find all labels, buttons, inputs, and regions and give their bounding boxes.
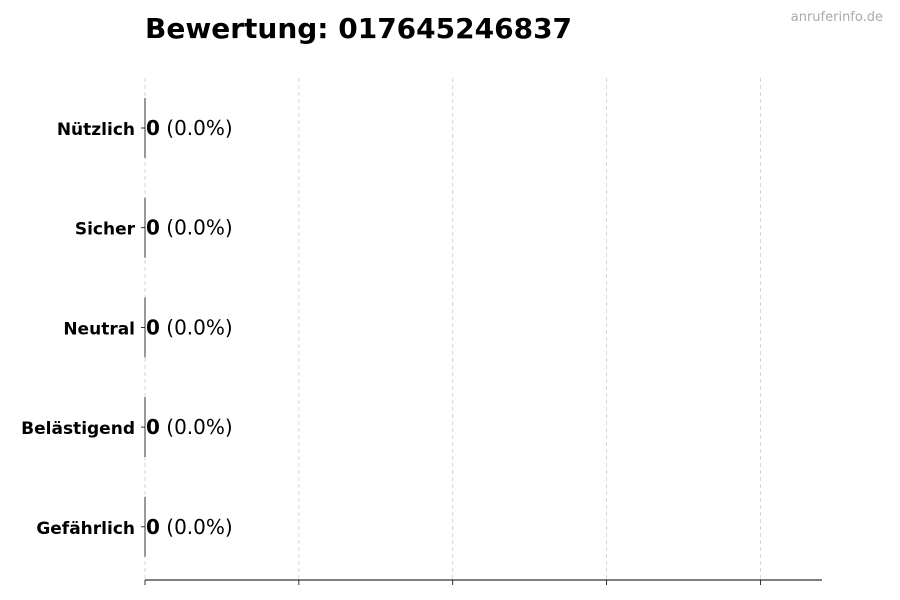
data-label: 0 (0.0%) [146, 515, 233, 539]
category-label: Neutral [63, 319, 135, 339]
watermark: anruferinfo.de [790, 10, 883, 25]
data-label-pct: (0.0%) [160, 315, 233, 339]
chart-title: Bewertung: 017645246837 [145, 12, 573, 45]
data-label-count: 0 [146, 116, 160, 140]
data-label-pct: (0.0%) [160, 415, 233, 439]
data-label-count: 0 [146, 415, 160, 439]
data-label: 0 (0.0%) [146, 415, 233, 439]
data-label: 0 (0.0%) [146, 315, 233, 339]
data-label-count: 0 [146, 315, 160, 339]
category-label: Sicher [75, 220, 136, 240]
category-label: Nützlich [57, 120, 135, 140]
category-label: Belästigend [21, 419, 135, 439]
data-label-pct: (0.0%) [160, 116, 233, 140]
data-label-count: 0 [146, 515, 160, 539]
category-label: Gefährlich [36, 519, 135, 539]
data-label-pct: (0.0%) [160, 216, 233, 240]
data-label: 0 (0.0%) [146, 216, 233, 240]
data-label: 0 (0.0%) [146, 116, 233, 140]
data-label-count: 0 [146, 216, 160, 240]
data-label-pct: (0.0%) [160, 515, 233, 539]
